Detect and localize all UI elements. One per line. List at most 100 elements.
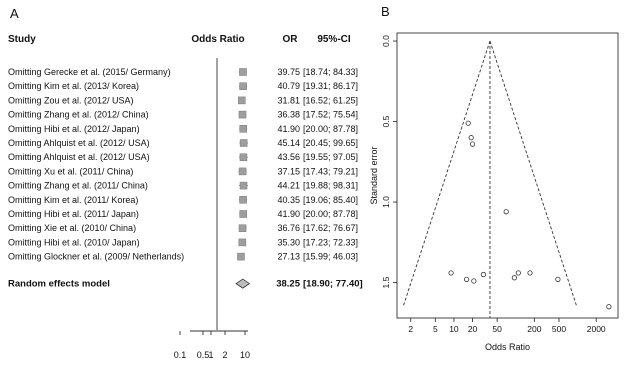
or-value: 27.13 (277, 252, 300, 262)
or-point (238, 167, 247, 176)
funnel-point (555, 276, 561, 282)
study-label: Omitting Glockner et al. (2009/ Netherla… (8, 252, 184, 262)
funnel-point (465, 120, 471, 126)
or-point (239, 68, 247, 76)
or-point (239, 139, 248, 147)
ci-value: [20.00; 87.78] (303, 209, 358, 219)
forest-row: Omitting Hibi et al. (2010/ Japan) 35.30[… (8, 237, 358, 247)
or-value: 41.90 (277, 209, 300, 219)
or-point (239, 181, 248, 190)
ci-value: [17.52; 75.54] (303, 110, 358, 120)
funnel-plot-panel: B 2 5 10 20 50 200 500 2000 0.0 0.5 1.0 1.5 Odds R… (369, 4, 619, 352)
forest-axis-tick-label: 10 (240, 350, 250, 360)
forest-row: Omitting Xie et al. (2010/ China) 36.76 [1… (8, 223, 358, 233)
study-label: Omitting Xu et al. (2011/ China) (8, 166, 133, 176)
or-point (238, 110, 247, 119)
or-point (237, 252, 245, 261)
summary-ci-value: [18.90; 77.40] (303, 279, 363, 290)
summary-or-value: 38.25 (276, 279, 300, 290)
forest-axis-tick-label: 2 (222, 350, 227, 360)
ci-value: [18.74; 84.33] (303, 67, 358, 77)
funnel-point (480, 271, 487, 278)
ci-value: [19.31; 86.17] (303, 81, 358, 91)
panel-label-b: B (381, 4, 390, 19)
funnel-point (606, 304, 612, 310)
study-label: Omitting Kim et al. (2013/ Korea) (8, 81, 139, 91)
forest-row: Omitting Glockner et al. (2009/ Netherla… (8, 252, 358, 262)
or-value: 39.75 (277, 67, 300, 77)
study-label: Omitting Hibi et al. (2011/ Japan) (8, 209, 139, 219)
study-label: Omitting Ahlquist et al. (2012/ USA) (8, 138, 150, 148)
forest-row: Omitting Zhang et al. (2011/ China) 44.21… (8, 181, 358, 191)
or-point (239, 125, 247, 133)
funnel-x-tick-label: 20 (468, 324, 478, 334)
forest-row: Omitting Zou et al. (2012/ USA) 31.81 [16.… (8, 95, 358, 105)
funnel-y-tick-label: 0.0 (381, 35, 391, 47)
funnel-y-axis-title: Standard error (369, 146, 379, 204)
ci-value: [20.45; 99.65] (303, 138, 358, 148)
forest-row: Omitting Kim et al. (2013/ Korea) 40.79 [1… (8, 81, 358, 91)
or-value: 43.56 (277, 152, 300, 162)
study-label: Omitting Zou et al. (2012/ USA) (8, 95, 134, 105)
or-value: 40.35 (277, 195, 300, 205)
funnel-x-tick-label: 2 (408, 324, 413, 334)
funnel-point (448, 270, 454, 276)
funnel-point (463, 276, 470, 282)
ci-column-header: 95%-CI (317, 34, 351, 45)
or-point (238, 224, 247, 232)
funnel-y-axis: 0.0 0.5 1.0 1.5 (381, 35, 397, 288)
or-point (239, 82, 247, 90)
funnel-x-tick-label: 50 (492, 324, 502, 334)
ci-value: [17.43; 79.21] (303, 166, 358, 176)
study-label: Omitting Kim et al. (2011/ Korea) (8, 195, 138, 205)
funnel-point (503, 209, 509, 215)
or-value: 37.15 (277, 166, 300, 176)
or-value: 45.14 (277, 138, 300, 148)
funnel-y-tick-label: 1.0 (381, 196, 391, 208)
funnel-x-tick-label: 2000 (587, 324, 606, 334)
or-value: 41.90 (277, 124, 300, 134)
study-label: Omitting Zhang et al. (2012/ China) (8, 110, 149, 120)
forest-plot-panel: A Study Odds Ratio OR 95%-CI Omitting Ge… (8, 6, 363, 360)
odds-ratio-column-header: Odds Ratio (191, 34, 244, 45)
or-value: 31.81 (277, 95, 300, 105)
ci-value: [17.23; 72.33] (303, 237, 358, 247)
funnel-x-tick-label: 500 (552, 324, 566, 334)
funnel-x-tick-label: 5 (433, 324, 438, 334)
or-value: 36.76 (277, 223, 300, 233)
ci-value: [19.55; 97.05] (303, 152, 358, 162)
forest-row: Omitting Ahlquist et al. (2012/ USA) 43.5… (8, 152, 358, 162)
funnel-point (515, 270, 521, 276)
or-point (239, 196, 247, 204)
forest-axis-tick-label: 0.5 (197, 350, 210, 360)
or-point (239, 210, 247, 218)
study-label: Omitting Hibi et al. (2010/ Japan) (8, 237, 140, 247)
forest-row: Omitting Gerecke et al. (2015/ Germany) 3… (8, 67, 358, 77)
ci-value: [19.88; 98.31] (303, 181, 358, 191)
forest-axis-tick-label: 1 (208, 350, 213, 360)
or-value: 40.79 (277, 81, 300, 91)
funnel-left-boundary (402, 40, 491, 307)
study-column-header: Study (8, 34, 36, 45)
forest-row: Omitting Xu et al. (2011/ China) 37.15 [17… (8, 166, 358, 176)
or-point (239, 153, 248, 161)
funnel-plot-frame (396, 32, 619, 319)
ci-value: [17.62; 76.67] (303, 223, 358, 233)
or-value: 44.21 (277, 181, 300, 191)
panel-label-a: A (10, 6, 19, 21)
funnel-x-tick-label: 10 (449, 324, 459, 334)
or-point (238, 238, 247, 247)
ci-value: [20.00; 87.78] (303, 124, 358, 134)
forest-row: Omitting Kim et al. (2011/ Korea) 40.35 [1… (8, 195, 358, 205)
funnel-x-tick-label: 200 (527, 324, 541, 334)
funnel-point (471, 278, 477, 284)
funnel-point (511, 275, 517, 281)
funnel-point (468, 135, 474, 141)
ci-value: [15.99; 46.03] (303, 252, 358, 262)
forest-row: Omitting Zhang et al. (2012/ China) 36.38… (8, 110, 358, 120)
summary-label: Random effects model (8, 279, 110, 290)
forest-x-axis: 0.1 0.5 1 2 10 (174, 330, 250, 360)
study-label: Omitting Xie et al. (2010/ China) (8, 223, 136, 233)
funnel-x-axis-title: Odds Ratio (485, 342, 530, 352)
